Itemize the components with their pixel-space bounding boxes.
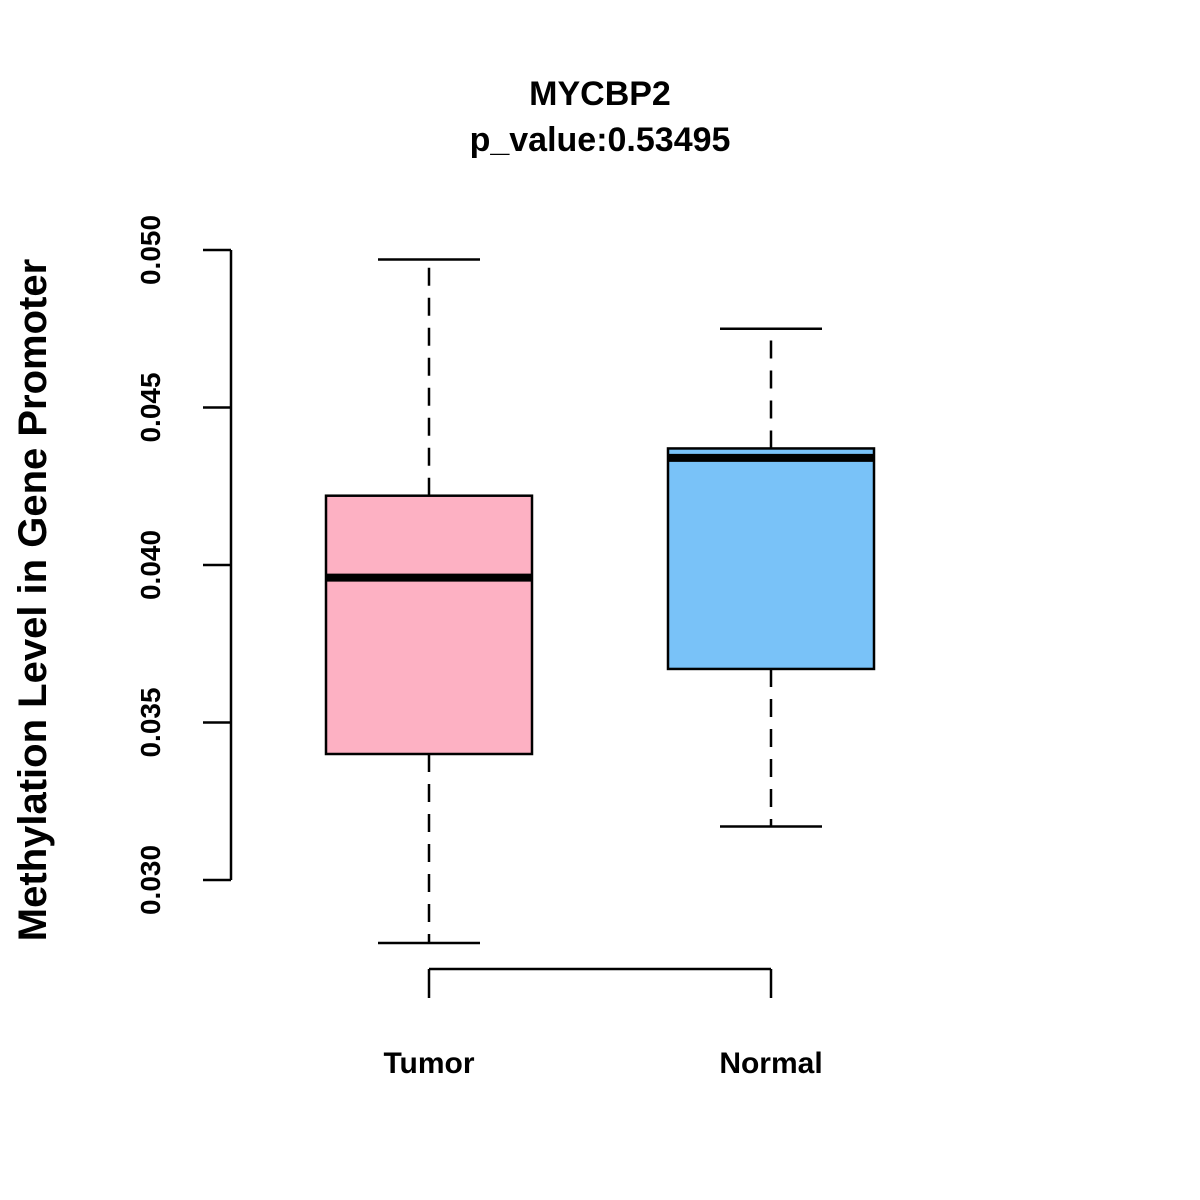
y-tick-label: 0.045 <box>135 372 166 442</box>
box-iqr <box>666 447 876 671</box>
y-axis-label: Methylation Level in Gene Promoter <box>11 259 55 941</box>
chart-subtitle: p_value:0.53495 <box>470 121 731 159</box>
box-iqr <box>324 494 534 756</box>
box-tumor <box>324 258 534 945</box>
x-axis: Tumor Normal <box>383 967 823 1080</box>
y-tick-label: 0.035 <box>135 687 166 757</box>
y-axis: 0.030 0.035 0.040 0.045 0.050 <box>135 215 233 915</box>
box-normal <box>666 327 876 828</box>
x-tick-label: Normal <box>719 1047 822 1080</box>
x-tick-label: Tumor <box>383 1047 474 1080</box>
y-tick-label: 0.050 <box>135 215 166 285</box>
y-tick-label: 0.030 <box>135 845 166 915</box>
chart-title: MYCBP2 <box>529 75 671 113</box>
y-tick-label: 0.040 <box>135 530 166 600</box>
boxes <box>324 258 876 945</box>
